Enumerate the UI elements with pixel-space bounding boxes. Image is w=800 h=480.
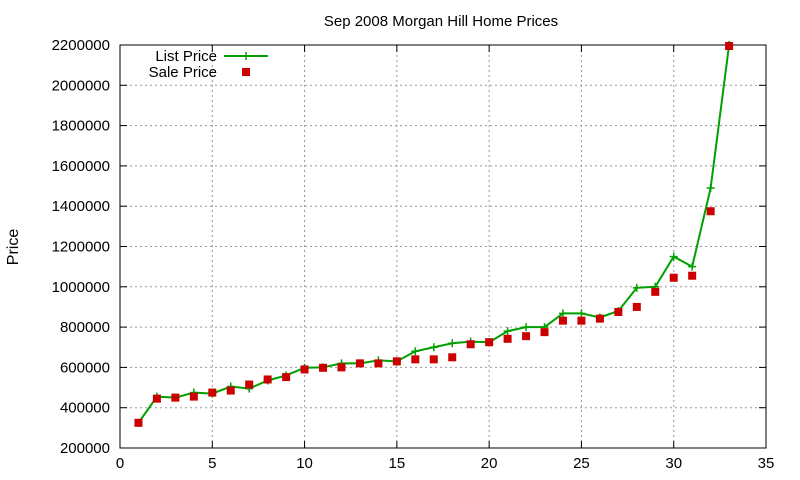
list-price-point [669,252,678,261]
legend: List Price Sale Price [149,48,268,81]
x-tick-label: 30 [665,455,682,472]
grid [120,45,766,448]
y-tick-label: 800000 [60,319,110,336]
list-price-point [429,343,438,352]
y-tick-label: 400000 [60,400,110,417]
legend-symbol-list-price [224,52,268,60]
sale-price-point [263,375,272,384]
sale-price-point [540,328,549,337]
y-tick-label: 600000 [60,359,110,376]
sale-price-point [669,273,678,282]
list-price-point [503,327,512,336]
sale-price-point [725,42,734,51]
sale-price-point [503,334,512,343]
y-tick-label: 1800000 [52,118,110,135]
sale-price-point [152,394,161,403]
series [134,41,734,427]
sale-price-point [319,363,328,372]
sale-price-point [577,316,586,325]
y-tick-label: 1200000 [52,239,110,256]
legend-symbol-sale-price [242,68,250,76]
series-line-list-price [137,44,731,424]
y-tick-label: 1000000 [52,279,110,296]
sale-price-point [485,338,494,347]
list-price-point [688,262,697,271]
list-price-point [448,339,457,348]
legend-label-sale-price: Sale Price [149,64,217,81]
list-price-point [522,323,531,332]
sale-price-point [632,302,641,311]
y-tick-label: 2200000 [52,37,110,54]
list-price-point [411,347,420,356]
sale-price-point [688,271,697,280]
x-tick-label: 25 [573,455,590,472]
list-price-point [706,184,715,193]
y-axis-label: Price [5,229,22,266]
sale-price-point [171,393,180,402]
list-price-point [558,309,567,318]
y-tick-label: 200000 [60,440,110,457]
sale-price-point [134,418,143,427]
y-tick-label: 1600000 [52,158,110,175]
sale-price-point [282,373,291,382]
x-tick-label: 10 [296,455,313,472]
x-tick-label: 15 [389,455,406,472]
sale-price-point [300,365,309,374]
ticks: 0 5 10 15 20 25 30 35 200000 400000 600000 800000 10… [52,37,775,472]
sale-price-point [337,363,346,372]
sale-price-point [522,332,531,341]
x-tick-label: 5 [208,455,216,472]
list-price-point [577,309,586,318]
y-tick-label: 2000000 [52,77,110,94]
sale-price-point [245,380,254,389]
x-tick-label: 20 [481,455,498,472]
sale-price-point [374,359,383,368]
sale-price-point [651,287,660,296]
sale-price-point [355,359,364,368]
sale-price-point [429,355,438,364]
x-tick-label: 0 [116,455,124,472]
sale-price-point [208,388,217,397]
y-tick-label: 1400000 [52,198,110,215]
sale-price-point [189,392,198,401]
sale-price-point [226,386,235,395]
sale-price-point [595,314,604,323]
chart-title: Sep 2008 Morgan Hill Home Prices [324,13,558,30]
sale-price-point [614,307,623,316]
legend-label-list-price: List Price [155,48,217,65]
sale-price-point [706,207,715,216]
sale-price-point [392,357,401,366]
sale-price-point [466,340,475,349]
list-price-point [632,283,641,292]
sale-price-point [448,353,457,362]
sale-price-point [558,316,567,325]
x-tick-label: 35 [758,455,775,472]
sale-price-point [411,355,420,364]
